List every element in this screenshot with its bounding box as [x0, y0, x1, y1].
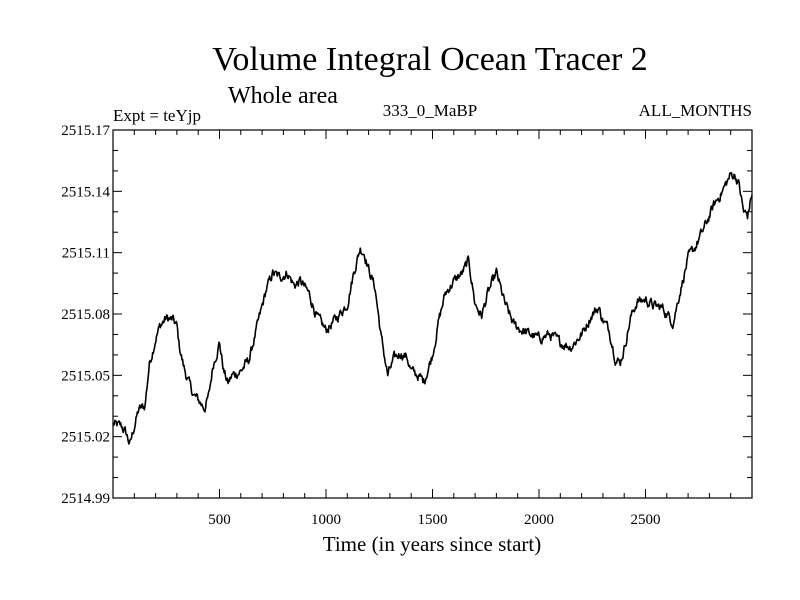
y-tick-label: 2515.02: [61, 430, 110, 446]
y-tick-label: 2515.14: [61, 184, 110, 200]
center-label: 333_0_MaBP: [383, 101, 477, 120]
y-tick-label: 2515.17: [61, 123, 110, 139]
x-axis-label: Time (in years since start): [323, 532, 542, 556]
months-label: ALL_MONTHS: [639, 101, 752, 120]
x-tick-label: 500: [208, 512, 231, 528]
x-tick-label: 1500: [418, 512, 448, 528]
expt-label: Expt = teYjp: [113, 106, 201, 125]
tracer-series-line: [112, 172, 753, 445]
y-tick-label: 2514.99: [61, 491, 110, 507]
chart-title: Volume Integral Ocean Tracer 2: [212, 41, 648, 78]
plot-frame: [112, 129, 753, 499]
y-tick-label: 2515.08: [61, 307, 110, 323]
y-tick-label: 2515.05: [61, 368, 110, 384]
x-tick-label: 2000: [524, 512, 554, 528]
y-tick-label: 2515.11: [62, 246, 110, 262]
x-tick-label: 2500: [631, 512, 661, 528]
x-tick-label: 1000: [311, 512, 341, 528]
chart-subtitle: Whole area: [228, 83, 338, 109]
